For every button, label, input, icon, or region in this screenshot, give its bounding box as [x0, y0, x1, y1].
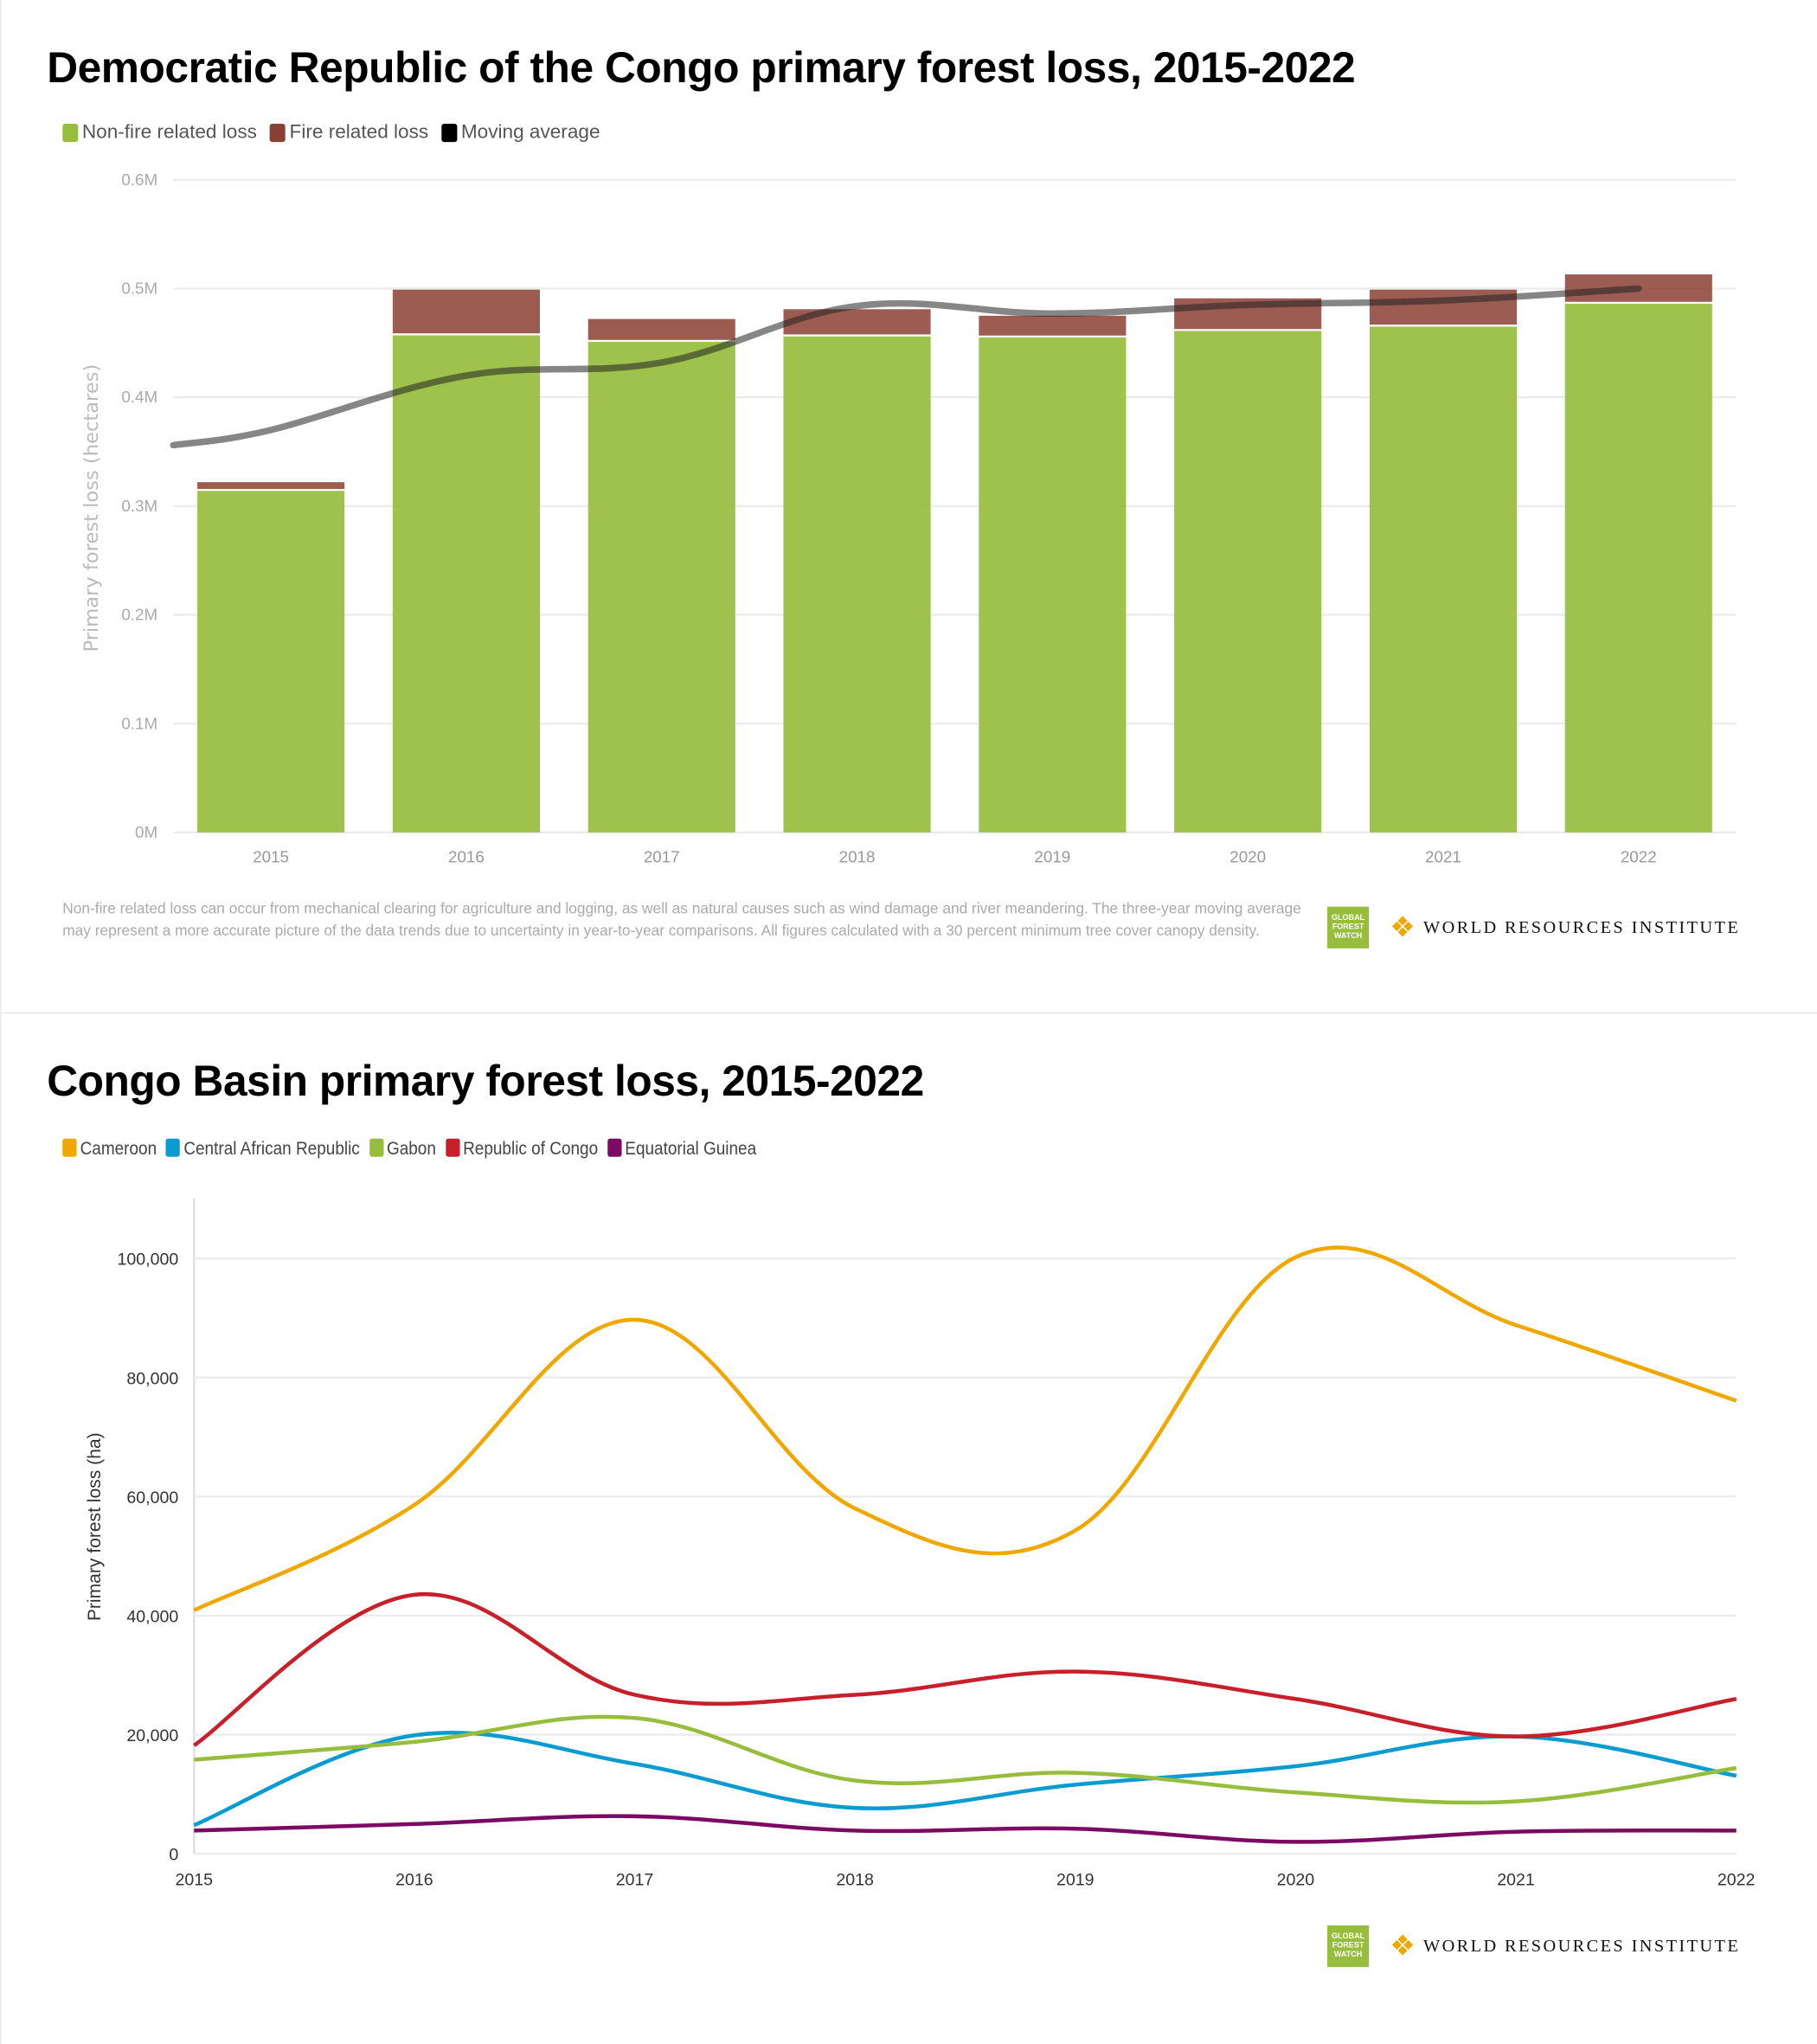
bar-fire-2019: [979, 315, 1127, 336]
x-tick-label: 2015: [253, 848, 289, 866]
x-tick-label: 2018: [836, 1870, 874, 1889]
legend-label: Central African Republic: [183, 1137, 360, 1159]
gfw-logo: GLOBAL FOREST WATCH: [1326, 1925, 1370, 1968]
bar-fire-2015: [197, 482, 345, 489]
legend-label: Cameroon: [80, 1137, 157, 1159]
wri-logo-text: WORLD RESOURCES INSTITUTE: [1422, 916, 1741, 937]
x-tick-label: 2022: [1717, 1870, 1755, 1889]
legend-item[interactable]: Cameroon: [62, 1137, 157, 1158]
legend-swatch: [62, 123, 79, 142]
legend-swatch: [445, 1138, 460, 1157]
line-republic-of-congo: [193, 1591, 1737, 1747]
bar-non-fire-2018: [783, 336, 931, 832]
x-tick-label: 2018: [839, 848, 876, 866]
chart2-legend: Cameroon Central African Republic Gabon Rep…: [62, 1137, 756, 1158]
x-tick-label: 2019: [1056, 1870, 1094, 1889]
bar-fire-2016: [392, 289, 540, 334]
legend-item[interactable]: Gabon: [369, 1137, 436, 1158]
y-tick-label: 100,000: [118, 1250, 179, 1269]
legend-item[interactable]: Republic of Congo: [445, 1137, 599, 1159]
x-tick-label: 2017: [616, 1870, 653, 1889]
x-tick-label: 2020: [1230, 848, 1266, 866]
legend-item-moving-average[interactable]: Moving average: [441, 121, 600, 144]
legend-item[interactable]: Equatorial Guinea: [607, 1137, 756, 1158]
bar-non-fire-2016: [392, 335, 540, 832]
legend-swatch: [165, 1138, 181, 1157]
bar-non-fire-2022: [1564, 304, 1712, 832]
legend-swatch: [269, 123, 286, 142]
bar-non-fire-2015: [197, 491, 345, 832]
line-cameroon: [193, 1245, 1737, 1612]
bar-non-fire-2017: [587, 342, 735, 832]
y-tick-label: 0.4M: [121, 388, 157, 406]
bar-non-fire-2020: [1174, 331, 1322, 832]
x-tick-label: 2019: [1034, 848, 1070, 866]
x-tick-label: 2017: [644, 848, 680, 866]
y-axis-label: Primary forest loss (hectares): [80, 364, 103, 652]
y-tick-label: 80,000: [126, 1369, 178, 1388]
bar-fire-2018: [783, 309, 931, 335]
x-tick-label: 2021: [1497, 1870, 1534, 1889]
legend-swatch: [62, 1138, 77, 1157]
logos: GLOBAL FOREST WATCH ❖ WORLD RESOURCES INST…: [1326, 906, 1741, 948]
bar-non-fire-2021: [1369, 326, 1518, 832]
x-tick-label: 2016: [448, 848, 485, 866]
legend-item-non-fire[interactable]: Non-fire related loss: [62, 121, 257, 144]
y-tick-label: 60,000: [126, 1488, 178, 1507]
chart1-legend: Non-fire related loss Fire related loss …: [62, 121, 600, 144]
legend-label: Equatorial Guinea: [625, 1137, 757, 1159]
logos-bottom: GLOBAL FOREST WATCH ❖ WORLD RESOURCES INST…: [1326, 1925, 1741, 1968]
chart1-plot: 0M 0.1M 0.2M 0.3M 0.4M 0.5M 0.6M Primary forest…: [80, 170, 1737, 866]
moving-average-line: [170, 285, 1642, 449]
y-tick-label: 0.5M: [121, 279, 157, 297]
legend-swatch: [369, 1138, 383, 1157]
wri-logo-icon: ❖: [1390, 1929, 1416, 1963]
chart1-title: Democratic Republic of the Congo primary…: [47, 42, 1356, 92]
y-tick-label: 0.1M: [121, 714, 157, 732]
legend-label: Republic of Congo: [463, 1137, 599, 1159]
bar-fire-2017: [587, 318, 735, 340]
legend-label: Gabon: [386, 1137, 436, 1159]
y-axis-label: Primary forest loss (ha): [85, 1432, 105, 1621]
x-tick-label: 2022: [1621, 848, 1657, 866]
line-central-african-republic: [193, 1730, 1737, 1828]
line-equatorial-guinea: [194, 1814, 1737, 1844]
y-tick-label: 0.3M: [121, 497, 157, 515]
chart1-footnote: Non-fire related loss can occur from mec…: [62, 901, 1301, 940]
legend-label: Moving average: [460, 121, 600, 144]
y-tick-label: 0.2M: [121, 606, 157, 624]
x-tick-label: 2016: [395, 1870, 433, 1889]
legend-swatch: [607, 1138, 622, 1157]
y-tick-label: 0M: [135, 823, 157, 841]
wri-logo-text: WORLD RESOURCES INSTITUTE: [1422, 1935, 1741, 1956]
bar-non-fire-2019: [979, 337, 1127, 832]
legend-label: Non-fire related loss: [81, 121, 257, 144]
y-tick-label: 0.6M: [121, 170, 157, 189]
legend-label: Fire related loss: [289, 121, 429, 144]
chart2-title: Congo Basin primary forest loss, 2015-20…: [47, 1056, 924, 1105]
wri-logo-icon: ❖: [1390, 910, 1416, 943]
y-tick-label: 40,000: [126, 1607, 178, 1626]
y-tick-label: 0: [169, 1846, 178, 1865]
gfw-logo: GLOBAL FOREST WATCH: [1326, 906, 1370, 948]
divider: [1, 1012, 1817, 1014]
legend-swatch: [441, 123, 458, 142]
x-tick-label: 2020: [1277, 1870, 1315, 1889]
legend-item-fire[interactable]: Fire related loss: [269, 121, 429, 144]
legend-item[interactable]: Central African Republic: [165, 1137, 360, 1159]
x-tick-label: 2021: [1425, 848, 1461, 866]
x-tick-label: 2015: [176, 1870, 214, 1889]
y-tick-label: 20,000: [126, 1726, 178, 1745]
line-gabon: [194, 1714, 1737, 1805]
